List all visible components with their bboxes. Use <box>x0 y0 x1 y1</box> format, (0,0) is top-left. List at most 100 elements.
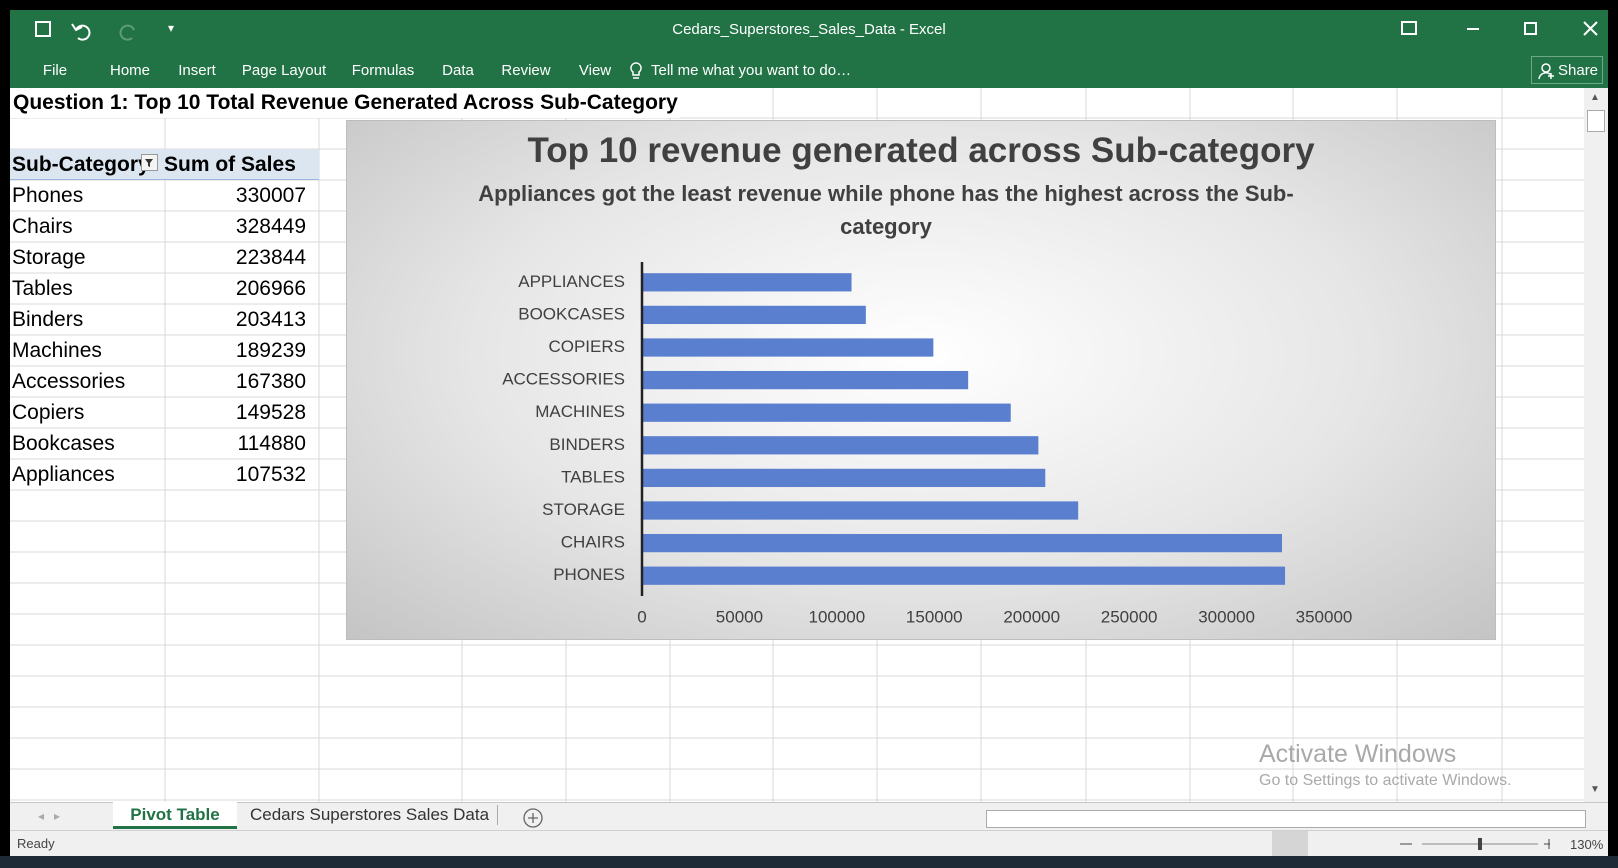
x-tick-label: 250000 <box>1101 607 1158 626</box>
chart-plot: 0 50000 100000 150000 200000 250000 300000 3500… <box>502 262 1353 626</box>
y-tick-label: STORAGE <box>542 500 625 519</box>
sheet-tab[interactable]: Cedars Superstores Sales Data <box>242 805 498 825</box>
pivot-label: Storage <box>12 246 86 269</box>
sheet-tab-active[interactable]: Pivot Table <box>113 802 237 829</box>
zoom-level[interactable]: 130% <box>1570 837 1604 852</box>
ribbon-tab[interactable]: Insert <box>178 62 216 79</box>
x-tick-label: 350000 <box>1296 607 1353 626</box>
status-bar: Ready 130% <box>10 830 1608 857</box>
new-sheet-button[interactable] <box>522 807 544 829</box>
x-tick-label: 50000 <box>716 607 763 626</box>
status-text: Ready <box>17 836 55 851</box>
watermark-title: Activate Windows <box>1259 740 1457 768</box>
filter-icon <box>145 159 153 167</box>
zoom-slider[interactable] <box>1400 835 1550 853</box>
bar <box>642 533 1283 553</box>
ribbon-tab[interactable]: Formulas <box>351 62 415 79</box>
y-tick-label: PHONES <box>553 565 625 584</box>
bar <box>642 468 1046 488</box>
x-tick-label: 200000 <box>1003 607 1060 626</box>
ribbon-tab[interactable]: Review <box>501 62 551 79</box>
ribbon-tab[interactable]: Data <box>442 62 474 79</box>
ribbon-tab[interactable]: File <box>42 62 68 79</box>
horizontal-scrollbar[interactable] <box>986 810 1586 828</box>
pivot-header[interactable]: Sub-Category <box>12 153 150 176</box>
pivot-value: 328449 <box>235 215 306 238</box>
qat-more[interactable]: ▾ <box>168 21 174 35</box>
ribbon: File Home Insert Page Layout Formulas Data Rev… <box>10 52 1608 88</box>
pivot-value: 223844 <box>235 246 306 269</box>
ribbon-tab[interactable]: Home <box>109 62 151 79</box>
y-tick-label: COPIERS <box>548 337 625 356</box>
y-tick-label: BINDERS <box>549 435 625 454</box>
taskbar <box>0 856 1618 868</box>
pivot-label: Phones <box>12 184 84 207</box>
pivot-value: 167380 <box>235 370 306 393</box>
pivot-value: 189239 <box>235 339 306 362</box>
watermark-subtitle: Go to Settings to activate Windows. <box>1259 772 1512 789</box>
share-button[interactable]: Share <box>1531 56 1603 84</box>
pivot-header[interactable]: Sum of Sales <box>164 153 296 176</box>
x-tick-label: 0 <box>637 607 646 626</box>
redo-icon <box>119 24 135 41</box>
vertical-scrollbar[interactable]: ▲ ▼ <box>1584 88 1608 802</box>
bar <box>642 370 969 390</box>
pivot-label: Tables <box>12 277 73 300</box>
tab-nav[interactable]: ◂ ▸ <box>38 809 61 823</box>
pivot-value: 114880 <box>237 432 306 455</box>
filter-button[interactable] <box>141 154 158 171</box>
undo-icon[interactable] <box>71 23 91 41</box>
share-icon <box>1538 63 1554 80</box>
pivot-header-row <box>10 149 319 180</box>
pivot-value: 206966 <box>235 277 306 300</box>
chart-area[interactable]: Top 10 revenue generated across Sub-cate… <box>346 120 1496 640</box>
normal-view[interactable] <box>1272 831 1308 857</box>
worksheet[interactable]: Question 1: Top 10 Total Revenue Generat… <box>10 88 1584 802</box>
y-tick-label: ACCESSORIES <box>502 370 625 389</box>
pivot-label: Machines <box>12 339 102 362</box>
bar <box>642 501 1079 520</box>
bar <box>642 273 852 292</box>
x-tick-label: 300000 <box>1198 607 1255 626</box>
y-tick-label: MACHINES <box>535 402 625 421</box>
title-bar: ▾ Cedars_Superstores_Sales_Data - Excel <box>10 10 1608 52</box>
y-tick-label: TABLES <box>561 467 625 486</box>
close-icon[interactable] <box>1583 21 1598 36</box>
lightbulb-icon <box>630 62 642 79</box>
save-icon[interactable] <box>35 21 51 37</box>
x-tick-label: 150000 <box>906 607 963 626</box>
pivot-label: Chairs <box>12 215 73 238</box>
sheet-heading[interactable]: Question 1: Top 10 Total Revenue Generat… <box>13 88 680 118</box>
pivot-value: 149528 <box>235 401 306 424</box>
chart-subtitle: Appliances got the least revenue while p… <box>478 181 1294 239</box>
bar <box>642 436 1039 455</box>
y-tick-label: CHAIRS <box>561 533 625 552</box>
bar <box>642 305 866 325</box>
bar <box>642 338 934 357</box>
pivot-value: 203413 <box>235 308 306 331</box>
sheet-tabs-bar: ◂ ▸ Pivot Table Cedars Superstores Sales… <box>10 802 1608 831</box>
scroll-up[interactable]: ▲ <box>1590 92 1600 103</box>
tell-me[interactable]: Tell me what you want to do… <box>651 62 852 79</box>
ribbon-tab[interactable]: View <box>578 62 612 79</box>
window-title: Cedars_Superstores_Sales_Data - Excel <box>672 21 946 38</box>
pivot-label: Bookcases <box>12 432 115 455</box>
x-tick-label: 100000 <box>808 607 865 626</box>
chart-title: Top 10 revenue generated across Sub-cate… <box>527 131 1315 170</box>
ribbon-display-icon[interactable] <box>1401 21 1417 35</box>
title-icons: ▾ <box>35 21 1598 41</box>
pivot-label: Binders <box>12 308 84 331</box>
pivot-label: Copiers <box>12 401 85 424</box>
pivot-label: Appliances <box>12 463 115 486</box>
share-label: Share <box>1558 62 1599 79</box>
bar <box>642 403 1011 422</box>
scroll-down[interactable]: ▼ <box>1590 784 1600 795</box>
scroll-thumb[interactable] <box>1587 110 1605 132</box>
y-tick-label: APPLIANCES <box>518 272 625 291</box>
pivot-label: Accessories <box>12 370 126 393</box>
y-tick-label: BOOKCASES <box>518 304 625 323</box>
ribbon-tab[interactable]: Page Layout <box>241 62 327 79</box>
pivot-value: 107532 <box>235 463 306 486</box>
restore-icon[interactable] <box>1524 22 1537 35</box>
